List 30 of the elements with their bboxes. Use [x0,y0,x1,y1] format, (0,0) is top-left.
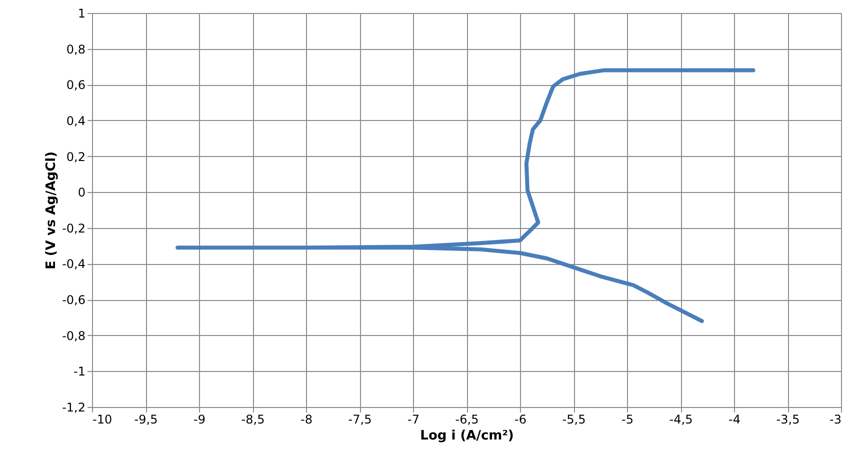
x-tick-label: -4 [728,412,740,426]
x-tick-label: -8,5 [241,412,265,426]
x-tick-label: -4,5 [669,412,693,426]
line-series [176,68,756,324]
x-tick-label: -6,5 [455,412,479,426]
y-tick-label: 0,8 [66,42,86,56]
x-tick-label: -7,5 [348,412,372,426]
x-tick-label: -6 [514,412,526,426]
x-tick-label: -5,5 [562,412,586,426]
y-tick-label: 0 [78,186,86,200]
x-tick-label: -9,5 [134,412,158,426]
y-tick-label: -0,6 [62,293,86,308]
y-tick-label: -1 [74,364,86,379]
y-tick-label: 0,6 [66,78,86,92]
x-tick-label: -8 [300,412,312,426]
x-tick-label: -3,5 [776,412,800,426]
y-tick-label: 0,4 [66,114,86,128]
x-tick-label: -3 [830,412,842,426]
x-tick-label: -10 [92,412,112,426]
x-tick-label: -7 [408,412,420,426]
y-tick-label: 1 [78,6,86,20]
x-axis-title: Log i (A/cm²) [420,428,514,444]
y-tick-label: -0,4 [62,257,86,272]
x-tick-label: -5 [622,412,634,426]
y-axis-title: E (V vs Ag/AgCl) [44,151,60,270]
y-tick-label: -0,8 [62,328,86,343]
y-tick-label: -1,2 [62,400,86,414]
x-tick-label: -9 [194,412,206,426]
y-tick-label: -0,2 [62,221,86,236]
y-tick-label: 0,2 [66,150,86,164]
